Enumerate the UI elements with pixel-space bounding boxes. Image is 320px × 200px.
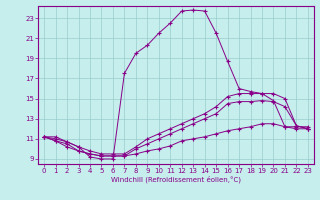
X-axis label: Windchill (Refroidissement éolien,°C): Windchill (Refroidissement éolien,°C) [111, 176, 241, 183]
